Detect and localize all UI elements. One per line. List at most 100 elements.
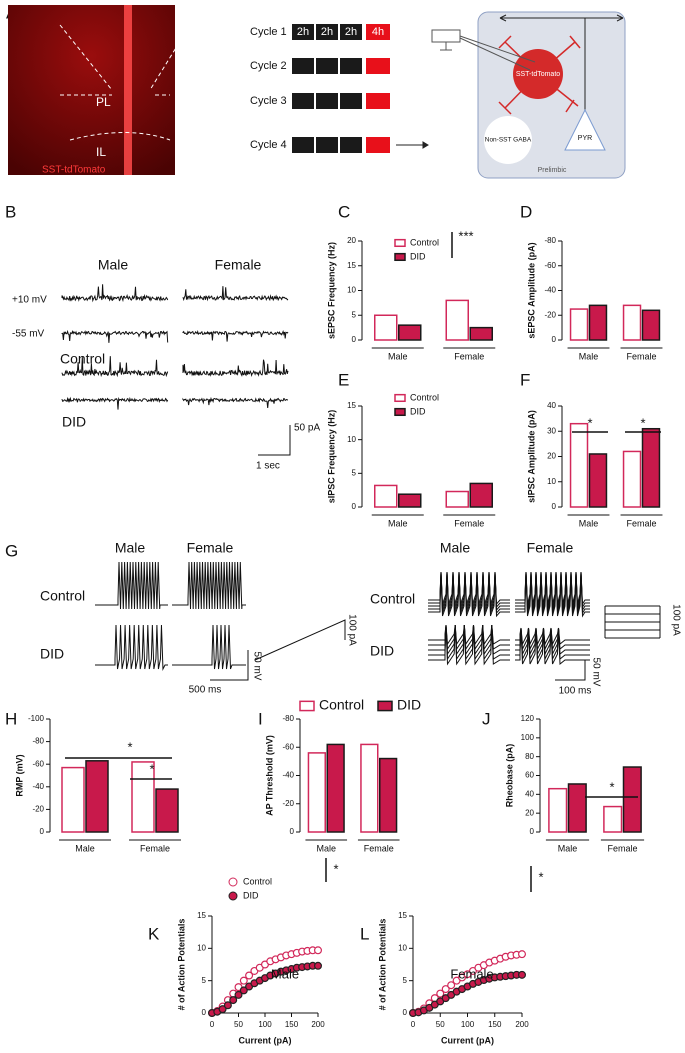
point	[234, 990, 243, 999]
legend-label: DID	[410, 406, 426, 416]
bar	[622, 304, 642, 341]
y-tick-label: 60	[525, 771, 534, 780]
column-label: Female	[527, 540, 574, 556]
panel-letter: F	[520, 370, 530, 389]
block	[292, 58, 314, 74]
x-tick-label: Female	[454, 351, 484, 361]
y-tick-label: -20	[544, 310, 556, 319]
y-axis-label: # of Action Potentials	[176, 919, 186, 1011]
block	[292, 137, 314, 153]
block-label: 4h	[372, 26, 384, 38]
panel-letter: K	[148, 924, 160, 943]
bar	[641, 427, 661, 508]
legend-label: Control	[243, 876, 272, 886]
y-tick-label: -40	[282, 771, 294, 780]
y-tick-label: 0	[552, 502, 557, 511]
x-tick-label: Male	[75, 843, 95, 853]
legend-marker	[228, 891, 238, 901]
annotation: *	[127, 739, 132, 754]
trace	[61, 396, 169, 410]
midline	[124, 5, 132, 175]
bar	[445, 299, 469, 341]
y-tick-label: 0	[403, 1008, 408, 1017]
panel-letter: G	[5, 541, 18, 560]
y-tick-label: 0	[530, 827, 535, 836]
y-tick-label: 5	[352, 310, 357, 319]
scale-label: 1 sec	[256, 461, 280, 472]
group-label: DID	[62, 414, 86, 430]
bar	[569, 422, 589, 508]
y-axis-label: Rheobase (pA)	[504, 744, 514, 808]
x-tick-label: 50	[234, 1020, 243, 1029]
x-tick-label: Male	[558, 843, 578, 853]
panel-letter: B	[5, 202, 16, 221]
brain-image	[8, 5, 175, 175]
bar	[622, 766, 642, 833]
y-tick-label: -60	[282, 742, 294, 751]
group-label: Control	[370, 591, 415, 607]
step-stimulus	[604, 605, 661, 639]
x-tick-label: 0	[411, 1020, 416, 1029]
point	[245, 971, 254, 980]
legend-swatch	[394, 252, 406, 262]
annotation: *	[149, 761, 154, 776]
x-tick-label: 100	[258, 1020, 272, 1029]
trace	[182, 286, 289, 302]
y-tick-label: 15	[347, 401, 356, 410]
ramp-stimulus	[254, 619, 346, 661]
y-tick-label: 15	[197, 911, 206, 920]
point	[447, 981, 456, 990]
x-tick-label: 150	[488, 1020, 502, 1029]
scale-bar	[555, 660, 586, 681]
bar	[374, 314, 398, 341]
block	[316, 93, 338, 109]
y-tick-label: 0	[352, 335, 357, 344]
x-tick-label: Male	[388, 351, 408, 361]
trace	[61, 329, 169, 343]
bar	[588, 453, 608, 508]
trace	[515, 571, 590, 606]
electrode	[431, 29, 536, 71]
y-tick-label: 20	[525, 808, 534, 817]
bar	[379, 757, 398, 833]
scale-label: 50 mV	[590, 658, 601, 687]
legend-swatch	[394, 238, 406, 248]
y-axis-label: sIPSC Frequency (Hz)	[326, 410, 336, 504]
y-tick-label: -20	[282, 799, 294, 808]
scale-bar	[258, 425, 291, 456]
block	[316, 137, 338, 153]
y-tick-label: 10	[547, 477, 556, 486]
y-tick-label: 0	[202, 1008, 207, 1017]
legend-label: DID	[397, 697, 421, 713]
annotation: *	[333, 861, 338, 876]
x-tick-label: 0	[210, 1020, 215, 1029]
block	[340, 58, 362, 74]
y-tick-label: -80	[544, 236, 556, 245]
x-tick-label: 100	[461, 1020, 475, 1029]
block-label: 2h	[345, 26, 357, 38]
region-label: IL	[96, 145, 106, 159]
cell-label: Non-SST GABA	[485, 137, 532, 144]
y-tick-label: 15	[398, 911, 407, 920]
y-axis-label: RMP (mV)	[14, 754, 24, 796]
bar	[548, 787, 568, 833]
panel-letter: C	[338, 202, 350, 221]
y-tick-label: -100	[28, 714, 45, 723]
column-label: Male	[440, 540, 471, 556]
holding-label: +10 mV	[12, 295, 47, 306]
legend-marker	[228, 877, 238, 887]
scale-label: 50 mV	[251, 652, 262, 681]
block	[316, 24, 338, 40]
trace	[182, 359, 289, 378]
panel-letter: L	[360, 924, 369, 943]
y-tick-label: 40	[547, 401, 556, 410]
block	[366, 24, 390, 40]
point	[436, 989, 445, 998]
panel-letter: E	[338, 370, 349, 389]
x-tick-label: Female	[607, 843, 637, 853]
group-label: Control	[40, 588, 85, 604]
x-axis-label: Current (pA)	[239, 1035, 292, 1045]
legend-swatch	[394, 393, 406, 403]
bar	[469, 326, 493, 341]
